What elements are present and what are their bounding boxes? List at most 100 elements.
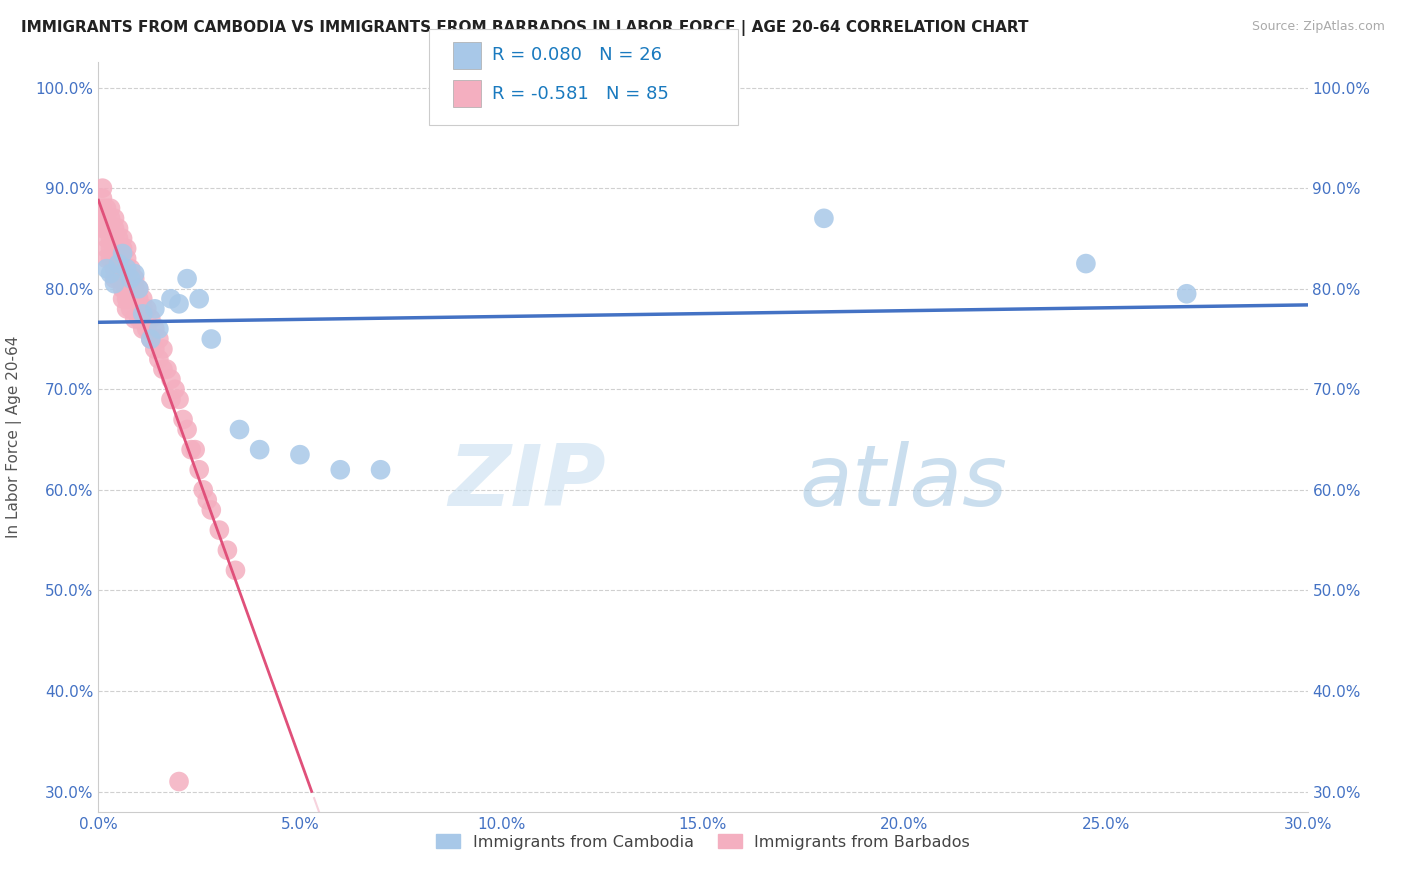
Text: IMMIGRANTS FROM CAMBODIA VS IMMIGRANTS FROM BARBADOS IN LABOR FORCE | AGE 20-64 : IMMIGRANTS FROM CAMBODIA VS IMMIGRANTS F… [21,20,1029,36]
Point [163,382,186,396]
Point [195,492,218,507]
Point [100,201,122,215]
Point [107,261,129,276]
Point [107,257,129,271]
Point [100,231,122,245]
Point [172,412,194,426]
Point [96,252,118,266]
Point [135,322,157,336]
Point [143,301,166,316]
Point [132,322,155,336]
Point [96,211,118,226]
Text: R = 0.080   N = 26: R = 0.080 N = 26 [492,46,662,64]
Point [115,261,138,276]
Text: R = -0.581   N = 85: R = -0.581 N = 85 [492,85,669,103]
Point [115,271,138,285]
Point [120,271,142,285]
Point [200,503,222,517]
Point [96,201,118,215]
Point [111,242,134,256]
Point [96,231,118,245]
Point [100,252,122,266]
Point [120,301,142,316]
Point [100,211,122,226]
Point [160,372,183,386]
Point [148,332,170,346]
Point [160,292,183,306]
Y-axis label: In Labor Force | Age 20-64: In Labor Force | Age 20-64 [6,336,21,538]
Text: ZIP: ZIP [449,441,606,524]
Point [176,423,198,437]
Point [107,271,129,285]
Point [152,342,174,356]
Point [152,362,174,376]
Point [143,342,166,356]
Point [148,352,170,367]
Point [132,307,155,321]
Point [200,332,222,346]
Point [249,442,271,457]
Point [228,423,250,437]
Point [128,312,150,326]
Point [180,442,202,457]
Point [160,392,183,407]
Point [107,231,129,245]
Point [111,292,134,306]
Point [103,261,125,276]
Point [139,332,162,346]
Point [111,282,134,296]
Point [156,362,179,376]
Point [100,242,122,256]
Point [193,483,215,497]
Point [103,271,125,285]
Text: atlas: atlas [800,441,1008,524]
Point [139,312,162,326]
Point [128,292,150,306]
Point [103,231,125,245]
Point [208,523,231,537]
Point [176,271,198,285]
Point [167,392,190,407]
Point [111,271,134,285]
Point [132,301,155,316]
Point [120,271,142,285]
Point [139,332,162,346]
Point [124,292,146,306]
Point [288,448,311,462]
Point [100,221,122,235]
Point [103,277,125,291]
Point [128,282,150,296]
Legend: Immigrants from Cambodia, Immigrants from Barbados: Immigrants from Cambodia, Immigrants fro… [429,828,977,856]
Point [103,252,125,266]
Point [107,221,129,235]
Point [217,543,239,558]
Point [91,201,114,215]
Point [148,322,170,336]
Point [329,463,352,477]
Point [124,271,146,285]
Point [124,312,146,326]
Point [813,211,835,226]
Point [167,774,190,789]
Point [91,221,114,235]
Point [120,292,142,306]
Point [96,261,118,276]
Point [100,267,122,281]
Point [107,242,129,256]
Point [224,563,246,577]
Point [111,261,134,276]
Point [91,181,114,195]
Point [111,246,134,260]
Text: Source: ZipAtlas.com: Source: ZipAtlas.com [1251,20,1385,33]
Point [111,231,134,245]
Point [96,221,118,235]
Point [184,442,207,457]
Point [167,297,190,311]
Point [188,463,211,477]
Point [115,301,138,316]
Point [91,211,114,226]
Point [103,221,125,235]
Point [143,322,166,336]
Point [135,301,157,316]
Point [103,211,125,226]
